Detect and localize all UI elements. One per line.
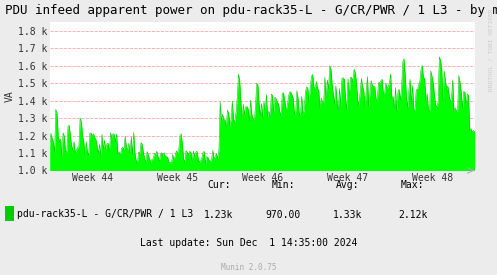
Text: 970.00: 970.00: [266, 210, 301, 220]
Text: Munin 2.0.75: Munin 2.0.75: [221, 263, 276, 272]
Text: Min:: Min:: [271, 180, 295, 190]
Text: Cur:: Cur:: [207, 180, 231, 190]
Text: RRDTOOL / TOBI OETIKER: RRDTOOL / TOBI OETIKER: [489, 8, 494, 91]
Text: 2.12k: 2.12k: [398, 210, 427, 220]
Text: PDU infeed apparent power on pdu-rack35-L - G/CR/PWR / 1 L3 - by month: PDU infeed apparent power on pdu-rack35-…: [5, 4, 497, 17]
Y-axis label: VA: VA: [5, 90, 15, 102]
Text: Last update: Sun Dec  1 14:35:00 2024: Last update: Sun Dec 1 14:35:00 2024: [140, 238, 357, 248]
Text: Max:: Max:: [401, 180, 424, 190]
Text: pdu-rack35-L - G/CR/PWR / 1 L3: pdu-rack35-L - G/CR/PWR / 1 L3: [17, 209, 194, 219]
Text: Avg:: Avg:: [336, 180, 360, 190]
Text: 1.23k: 1.23k: [204, 210, 234, 220]
Text: 1.33k: 1.33k: [333, 210, 363, 220]
